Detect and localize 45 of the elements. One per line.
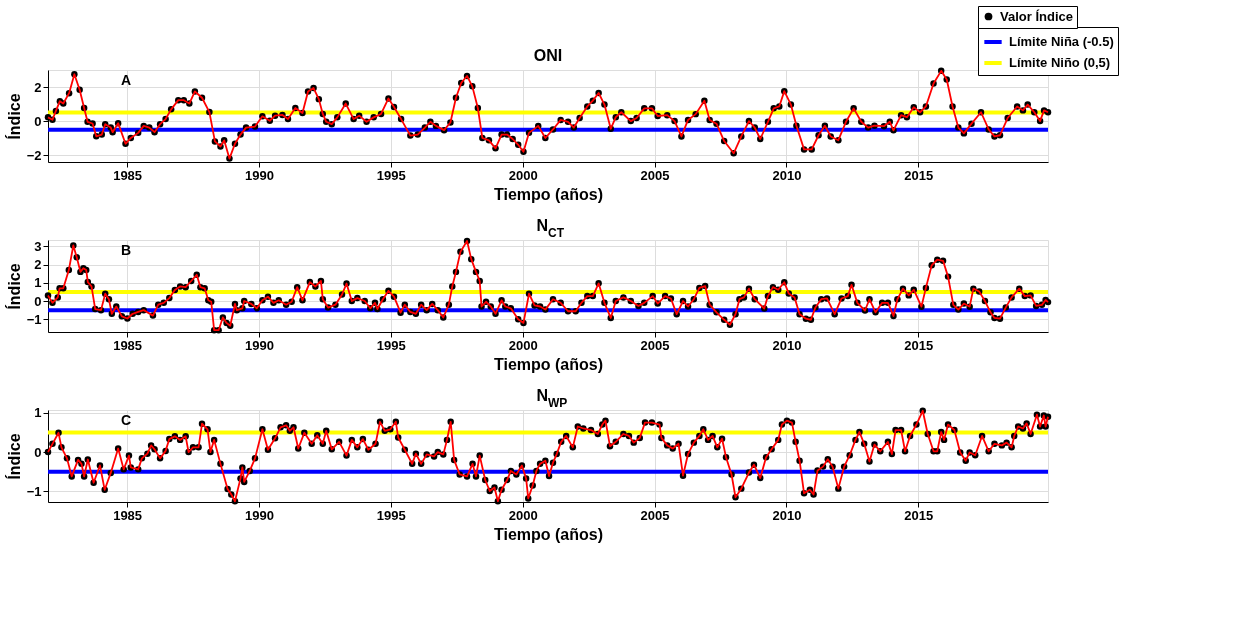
x-tick-label: 2015 [904, 167, 934, 183]
annotation: B [120, 242, 132, 258]
x-tick-label: 1985 [113, 167, 143, 183]
legend-label: Límite Niña (-0.5) [1009, 34, 1114, 49]
x-tick-label: 2015 [904, 337, 934, 353]
x-tick-label: 2010 [772, 167, 802, 183]
x-tick-label: 1990 [245, 167, 274, 183]
x-tick-label: 2010 [772, 507, 802, 523]
x-tick-label: 2000 [508, 337, 538, 353]
y-axis-title: Índice [4, 93, 23, 140]
x-tick-label: 1990 [245, 337, 274, 353]
y-tick-label: −1 [26, 311, 42, 327]
y-tick-label: 1 [34, 405, 42, 421]
y-axis-title: Índice [4, 433, 23, 480]
x-tick-label: 2010 [772, 337, 802, 353]
x-tick-label: 1995 [376, 507, 406, 523]
chart-title: ONI [533, 47, 563, 64]
x-axis-title: Tiempo (años) [493, 525, 604, 543]
y-tick-label: 1 [34, 275, 42, 291]
x-tick-label: 1995 [376, 167, 406, 183]
annotation: C [120, 412, 132, 428]
y-tick-label: 2 [34, 257, 42, 273]
legend-label: Límite Niño (0,5) [1009, 55, 1111, 70]
x-tick-label: 2000 [508, 507, 538, 523]
x-tick-label: 1990 [245, 507, 274, 523]
y-tick-label: 3 [34, 238, 42, 254]
x-tick-label: 2005 [640, 337, 670, 353]
y-tick-label: 0 [34, 113, 42, 129]
y-axis-title: Índice [4, 263, 23, 310]
y-tick-label: 0 [34, 444, 42, 460]
y-tick-label: −1 [26, 483, 42, 499]
x-axis-title: Tiempo (años) [493, 355, 604, 373]
annotation: A [120, 72, 132, 88]
x-tick-label: 2015 [904, 507, 934, 523]
x-tick-label: 2005 [640, 167, 670, 183]
x-tick-label: 1985 [113, 507, 143, 523]
y-tick-label: 0 [34, 293, 42, 309]
legend-label: Valor Índice [1000, 8, 1073, 24]
x-axis-title: Tiempo (años) [493, 185, 604, 203]
x-tick-label: 2000 [508, 167, 538, 183]
x-tick-label: 2005 [640, 507, 670, 523]
x-tick-label: 1995 [376, 337, 406, 353]
y-tick-label: 2 [34, 79, 42, 95]
x-tick-label: 1985 [113, 337, 143, 353]
y-tick-label: −2 [26, 147, 42, 163]
